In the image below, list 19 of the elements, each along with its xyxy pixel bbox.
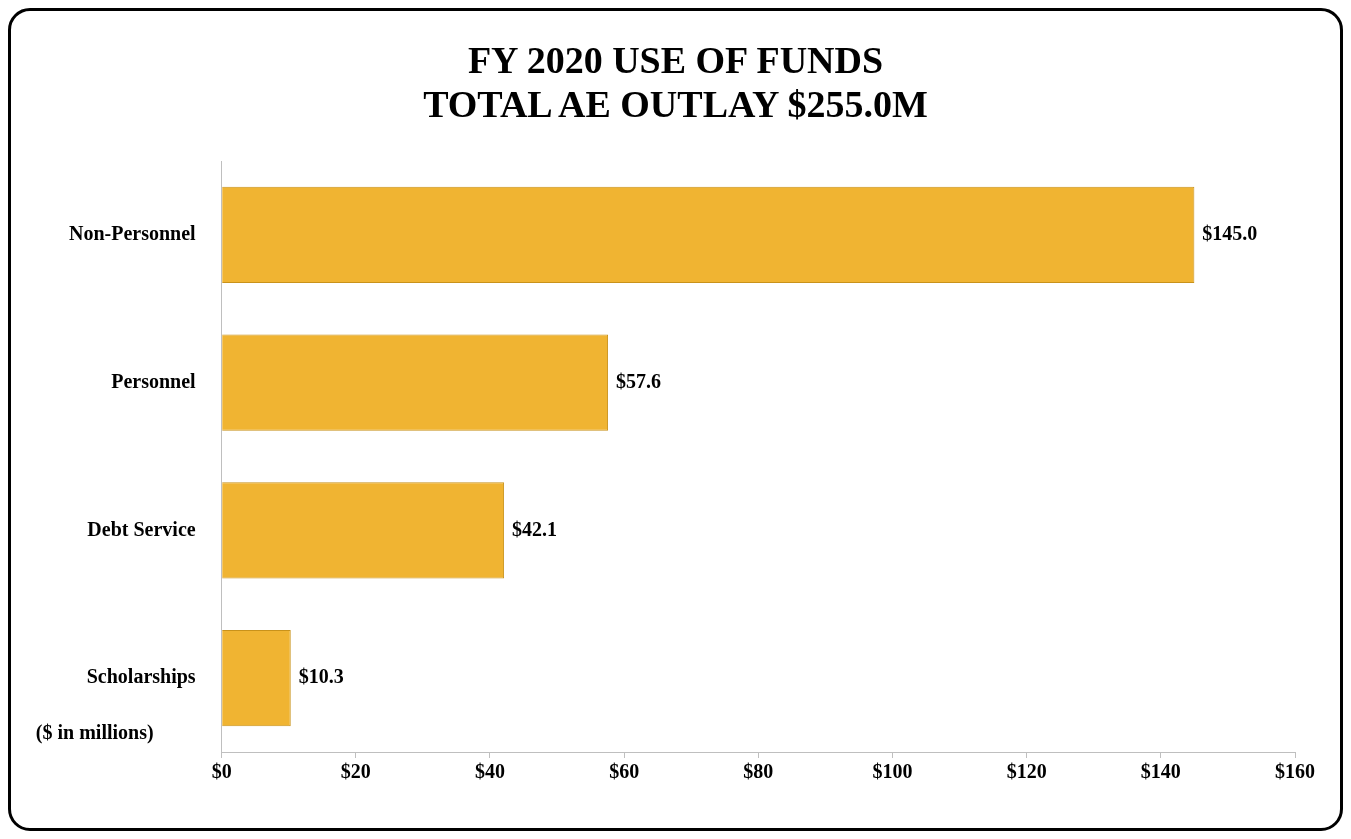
y-tick-label: Scholarships	[86, 665, 196, 689]
x-tick-label: $20	[340, 760, 371, 783]
text: ($ in millions)	[35, 721, 154, 745]
data-label: $145.0	[1202, 222, 1258, 245]
data-label: $57.6	[616, 369, 662, 392]
data-label: $10.3	[298, 665, 344, 688]
x-tick-label: $120	[1006, 760, 1047, 783]
y-tick-label: Non-Personnel	[68, 222, 197, 245]
x-tick-label: $40	[475, 760, 505, 783]
x-tick-label: $60	[609, 760, 640, 783]
x-tick-label: $100	[872, 760, 913, 783]
data-label: $42.1	[512, 517, 558, 540]
chart-title: FY 2020 USE OF FUNDS TOTAL AE OUTLAY $255.0M	[422, 38, 929, 127]
y-tick-label: Personnel	[111, 369, 197, 392]
x-tick-label: $160	[1275, 760, 1315, 783]
x-tick-label: $0	[211, 760, 232, 783]
y-tick-label: Debt Service	[87, 517, 196, 540]
x-tick-label: $80	[743, 760, 774, 783]
x-tick-label: $140	[1140, 760, 1181, 783]
